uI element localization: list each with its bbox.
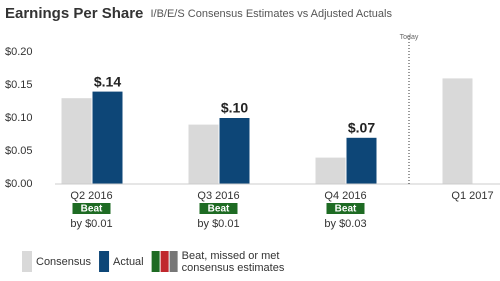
legend-label: Actual (113, 256, 144, 268)
surprise-badge (72, 203, 111, 214)
surprise-badge (326, 203, 365, 214)
value-label: $.07 (348, 120, 375, 136)
surprise-badge (199, 203, 238, 214)
surprise-detail: by $0.03 (324, 218, 366, 230)
y-tick-label: $0.00 (5, 178, 33, 190)
chart-heading: Earnings Per Share I/B/E/S Consensus Est… (5, 5, 392, 22)
bar (188, 124, 219, 184)
value-label: $.10 (221, 100, 248, 116)
x-tick-label: Q4 2016 (324, 190, 366, 202)
legend-note-swatch (151, 251, 160, 272)
legend-note: Beat, missed or met (182, 250, 280, 262)
today-label: Today (400, 34, 419, 41)
legend-swatch (99, 251, 110, 272)
bar (219, 118, 250, 184)
surprise-label: Beat (208, 204, 230, 215)
surprise-label: Beat (81, 204, 103, 215)
bar (92, 91, 123, 184)
bar (442, 78, 473, 184)
y-tick-label: $0.10 (5, 112, 33, 124)
y-tick-label: $0.15 (5, 79, 33, 91)
surprise-label: Beat (335, 204, 357, 215)
bar (61, 98, 92, 184)
y-tick-label: $0.20 (5, 46, 33, 58)
x-tick-label: Q2 2016 (70, 190, 112, 202)
chart-title: Earnings Per Share (5, 5, 143, 22)
legend-note: consensus estimates (182, 262, 285, 274)
y-tick-label: $0.05 (5, 145, 33, 157)
legend-label: Consensus (36, 256, 92, 268)
surprise-detail: by $0.01 (70, 218, 112, 230)
x-tick-label: Q1 2017 (451, 190, 493, 202)
legend-note-swatch (169, 251, 178, 272)
surprise-detail: by $0.01 (197, 218, 239, 230)
value-label: $.14 (94, 73, 121, 89)
bar (346, 137, 377, 184)
legend-swatch (22, 251, 32, 272)
x-tick-label: Q3 2016 (197, 190, 239, 202)
legend-note-swatch (160, 251, 169, 272)
bar (315, 157, 346, 184)
chart-subtitle: I/B/E/S Consensus Estimates vs Adjusted … (150, 8, 392, 20)
